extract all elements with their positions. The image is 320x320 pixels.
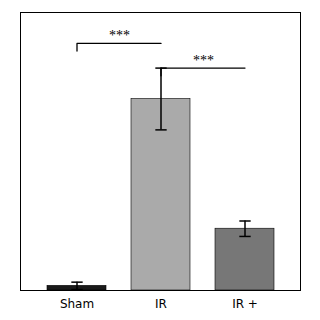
svg-text:***: *** — [193, 53, 214, 68]
svg-text:Sham: Sham — [60, 297, 94, 311]
svg-text:***: *** — [109, 28, 130, 43]
svg-text:IR: IR — [155, 297, 167, 311]
svg-text:IR +: IR + — [232, 297, 258, 311]
